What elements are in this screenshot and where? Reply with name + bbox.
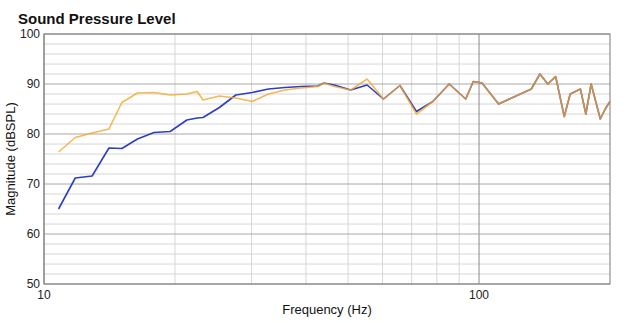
series-line (59, 74, 610, 152)
minor-grid-y (44, 44, 610, 45)
minor-grid-y (44, 174, 610, 175)
minor-grid-y (44, 214, 610, 215)
minor-grid-y (44, 164, 610, 165)
x-axis-label: Frequency (Hz) (282, 302, 372, 317)
minor-grid-x (459, 34, 460, 284)
grid (44, 34, 610, 284)
title: Sound Pressure Level (18, 10, 176, 27)
minor-grid-y (44, 124, 610, 125)
series-group (59, 74, 610, 209)
y-tick-label: 100 (20, 27, 40, 41)
minor-grid-y (44, 114, 610, 115)
minor-grid-y (44, 194, 610, 195)
minor-grid-x (382, 34, 383, 284)
minor-grid-y (44, 104, 610, 105)
series-line (59, 74, 610, 209)
minor-grid-y (44, 64, 610, 65)
minor-grid-y (44, 244, 610, 245)
minor-grid-x (348, 34, 349, 284)
plot-frame (44, 34, 610, 284)
minor-grid-x (411, 34, 412, 284)
x-tick-label: 100 (469, 288, 489, 302)
minor-grid-y (44, 154, 610, 155)
y-tick-label: 90 (27, 77, 41, 91)
y-tick-label: 80 (27, 127, 41, 141)
minor-grid-y (44, 54, 610, 55)
minor-grid-x (436, 34, 437, 284)
minor-grid-y (44, 94, 610, 95)
minor-grid-y (44, 204, 610, 205)
chart: 506070809010010100Sound Pressure LevelFr… (0, 0, 641, 323)
minor-grid-y (44, 74, 610, 75)
y-axis-label: Magnitude (dBSPL) (3, 102, 18, 215)
x-tick-label: 10 (37, 288, 51, 302)
minor-grid-y (44, 254, 610, 255)
grid-y (44, 134, 610, 135)
minor-grid-x (251, 34, 252, 284)
grid-x (479, 34, 480, 284)
minor-grid-x (174, 34, 175, 284)
plot-area (44, 34, 610, 284)
grid-y (44, 184, 610, 185)
grid-y (44, 234, 610, 235)
y-tick-label: 60 (27, 227, 41, 241)
minor-grid-y (44, 264, 610, 265)
y-tick-label: 70 (27, 177, 41, 191)
minor-grid-y (44, 274, 610, 275)
minor-grid-x (305, 34, 306, 284)
minor-grid-y (44, 224, 610, 225)
